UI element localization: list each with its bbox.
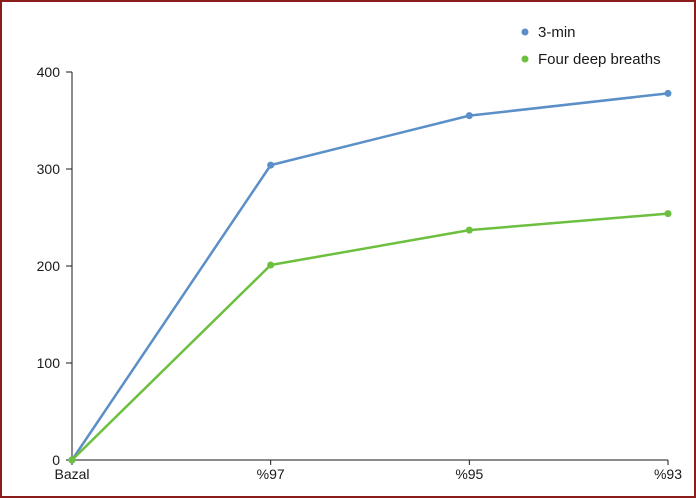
y-tick-label: 200	[37, 258, 61, 274]
x-tick-label: %95	[455, 466, 483, 482]
data-point-series-1	[465, 112, 473, 120]
y-tick-label: 400	[37, 64, 61, 80]
data-point-series-2	[664, 210, 672, 218]
x-tick-label: %93	[654, 466, 682, 482]
data-point-series-2	[465, 226, 473, 234]
series-group	[68, 89, 672, 464]
x-axis-ticks: Bazal %97 %95 %93	[54, 460, 682, 482]
y-axis-ticks: 0 100 200 300 400	[37, 64, 72, 468]
y-tick-label: 0	[52, 452, 60, 468]
series-line-1	[70, 92, 669, 461]
axes	[71, 72, 668, 461]
data-point-series-1	[664, 89, 672, 97]
legend-label-2: Four deep breaths	[538, 51, 661, 68]
data-point-series-1	[267, 161, 275, 169]
legend-marker-1	[521, 28, 529, 36]
data-point-series-2	[68, 456, 76, 464]
y-tick-label: 300	[37, 161, 61, 177]
legend: 3-min Four deep breaths	[521, 24, 661, 68]
y-tick-label: 100	[37, 355, 61, 371]
x-tick-label: Bazal	[54, 466, 89, 482]
x-tick-label: %97	[257, 466, 285, 482]
legend-marker-2	[521, 55, 529, 63]
data-point-series-2	[267, 261, 275, 269]
legend-label-1: 3-min	[538, 24, 576, 41]
series-line-2	[71, 212, 669, 461]
